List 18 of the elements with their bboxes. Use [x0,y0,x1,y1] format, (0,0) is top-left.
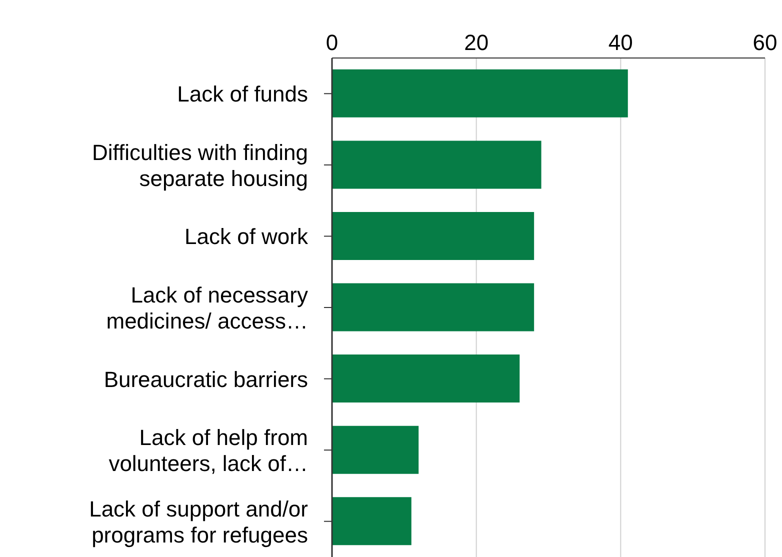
x-tick-label: 60 [752,30,778,55]
bar [332,212,534,260]
y-tick-label: Lack of help from volunteers, lack of… [108,424,308,476]
bar [332,140,542,189]
x-tick-label: 0 [326,30,338,55]
x-tick-label: 20 [464,30,489,55]
y-tick-label: Bureaucratic barriers [104,366,308,392]
y-tick-label: Difficulties with finding separate housing [92,139,308,190]
bar [332,354,520,403]
bar [332,497,412,546]
bar [332,426,419,474]
bar [332,283,534,332]
bar [332,69,628,118]
y-tick-label: Lack of work [184,224,309,249]
y-tick-label: Lack of necessary medicines/ access… [106,282,308,333]
y-tick-label: Lack of support and/or programs for refugees [89,496,308,547]
x-tick-label: 40 [608,30,633,55]
y-tick-label: Lack of funds [177,81,308,106]
